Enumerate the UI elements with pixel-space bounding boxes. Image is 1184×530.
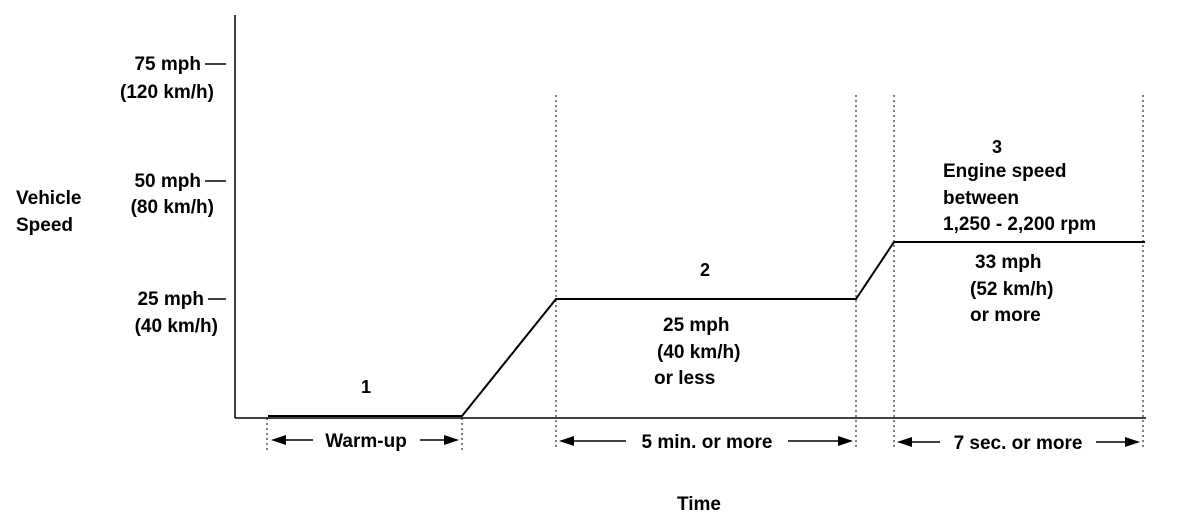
stage-2-duration: 5 min. or more	[642, 432, 773, 453]
stage2-arrowhead-right	[838, 436, 853, 446]
stage3-arrowhead-left	[897, 437, 912, 447]
stage3-arrowhead-right	[1125, 437, 1140, 447]
stage-1-number: 1	[361, 377, 371, 397]
stage2-arrowhead-left	[559, 436, 574, 446]
stage-3-note-line3: 1,250 - 2,200 rpm	[943, 214, 1096, 235]
speed-profile-line	[268, 241, 1145, 417]
tick-25-speed: 25 mph	[137, 289, 204, 310]
phase-dividers	[266, 95, 1144, 450]
x-axis-label: Time	[677, 494, 721, 515]
stage-3-condition-line2: (52 km/h)	[970, 279, 1053, 300]
warmup-arrowhead-right	[444, 435, 459, 445]
stage-3-duration: 7 sec. or more	[954, 433, 1083, 454]
tick-75-speed: 75 mph	[134, 54, 201, 75]
stage-2-condition-line2: (40 km/h)	[657, 342, 740, 363]
y-axis-label-line2: Speed	[16, 215, 73, 236]
stage-1-duration: Warm-up	[325, 431, 407, 452]
stage-3-number: 3	[992, 137, 1002, 157]
stage-2-condition-line3: or less	[654, 368, 715, 389]
stage-2-condition-line1: 25 mph	[663, 315, 730, 336]
stage-2-number: 2	[700, 260, 710, 280]
y-axis-label-line1: Vehicle	[16, 188, 82, 209]
tick-75-metric: (120 km/h)	[120, 82, 214, 103]
tick-25-metric: (40 km/h)	[135, 316, 218, 337]
tick-50-speed: 50 mph	[134, 171, 201, 192]
stage-3-condition-line1: 33 mph	[975, 252, 1042, 273]
stage-3-note-line2: between	[943, 188, 1019, 209]
stage-3-condition-line3: or more	[970, 305, 1041, 326]
tick-50-metric: (80 km/h)	[131, 197, 214, 218]
warmup-arrowhead-left	[271, 435, 286, 445]
stage-3-note-line1: Engine speed	[943, 161, 1067, 182]
